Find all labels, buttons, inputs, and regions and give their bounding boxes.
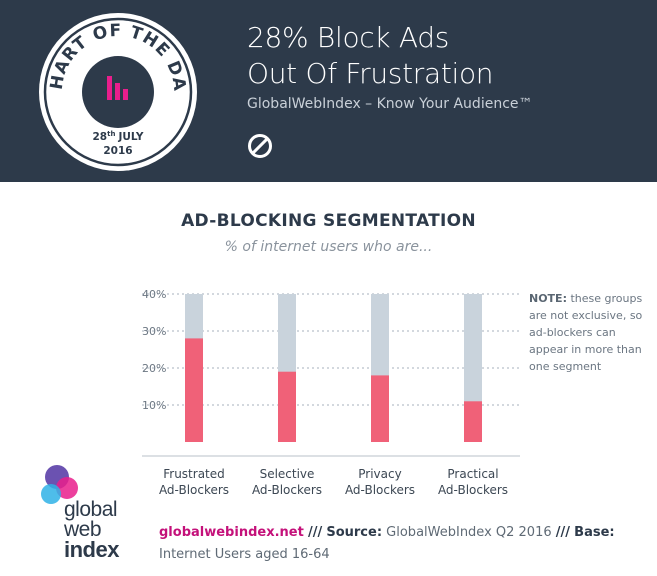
source-line: globalwebindex.net /// Source: GlobalWeb…	[159, 522, 639, 566]
badge-date: 28th JULY	[92, 130, 143, 143]
site-link[interactable]: globalwebindex.net	[159, 525, 304, 540]
logo-line-index: index	[64, 537, 119, 562]
ad-blocking-bar-chart: 10% 20% 30% 40% Frustrated Ad-Blockers Selecti…	[142, 288, 520, 497]
logo-wordmark: global web index	[64, 498, 119, 562]
x-category-label-4-line-1: Practical	[447, 467, 498, 481]
separator-2: ///	[555, 525, 571, 540]
x-category-label-2-line-2: Ad-Blockers	[252, 483, 322, 497]
source-text: GlobalWebIndex Q2 2016	[386, 525, 552, 540]
bar-chart-icon	[107, 76, 128, 100]
x-category-label-3-line-2: Ad-Blockers	[345, 483, 415, 497]
y-tick-label-40: 40%	[142, 288, 166, 301]
bar-3	[371, 375, 389, 442]
x-category-label-4-line-2: Ad-Blockers	[438, 483, 508, 497]
bar-1	[185, 338, 203, 442]
y-tick-label-30: 30%	[142, 325, 166, 338]
separator-1: ///	[307, 525, 323, 540]
badge-year: 2016	[103, 145, 132, 157]
globalwebindex-logo	[41, 465, 78, 504]
tagline: GlobalWebIndex – Know Your Audience™	[247, 96, 533, 112]
logo-line-web: web	[64, 518, 102, 541]
x-category-label-1-line-1: Frustrated	[163, 467, 225, 481]
bar-4	[464, 401, 482, 442]
y-tick-label-20: 20%	[142, 362, 166, 375]
x-category-label-2-line-1: Selective	[260, 467, 315, 481]
bar-2	[278, 371, 296, 442]
chart-title: AD-BLOCKING SEGMENTATION	[181, 211, 476, 231]
headline: 28% Block Ads Out Of Frustration	[247, 20, 494, 92]
base-label: Base:	[574, 525, 615, 540]
logo-line-global: global	[64, 498, 118, 521]
headline-line-2: Out Of Frustration	[247, 57, 494, 90]
x-category-label-3-line-1: Privacy	[358, 467, 401, 481]
x-category-label-1-line-2: Ad-Blockers	[159, 483, 229, 497]
source-label: Source:	[326, 525, 383, 540]
chart-note: NOTE: these groups are not exclusive, so…	[529, 290, 651, 375]
base-text: Internet Users aged 16-64	[159, 547, 330, 562]
headline-line-1: 28% Block Ads	[247, 21, 450, 54]
block-icon	[248, 134, 272, 158]
note-text: these groups are not exclusive, so ad-bl…	[529, 292, 643, 373]
note-label: NOTE:	[529, 292, 567, 305]
y-tick-label-10: 10%	[142, 399, 166, 412]
chart-subtitle: % of internet users who are...	[224, 239, 433, 255]
